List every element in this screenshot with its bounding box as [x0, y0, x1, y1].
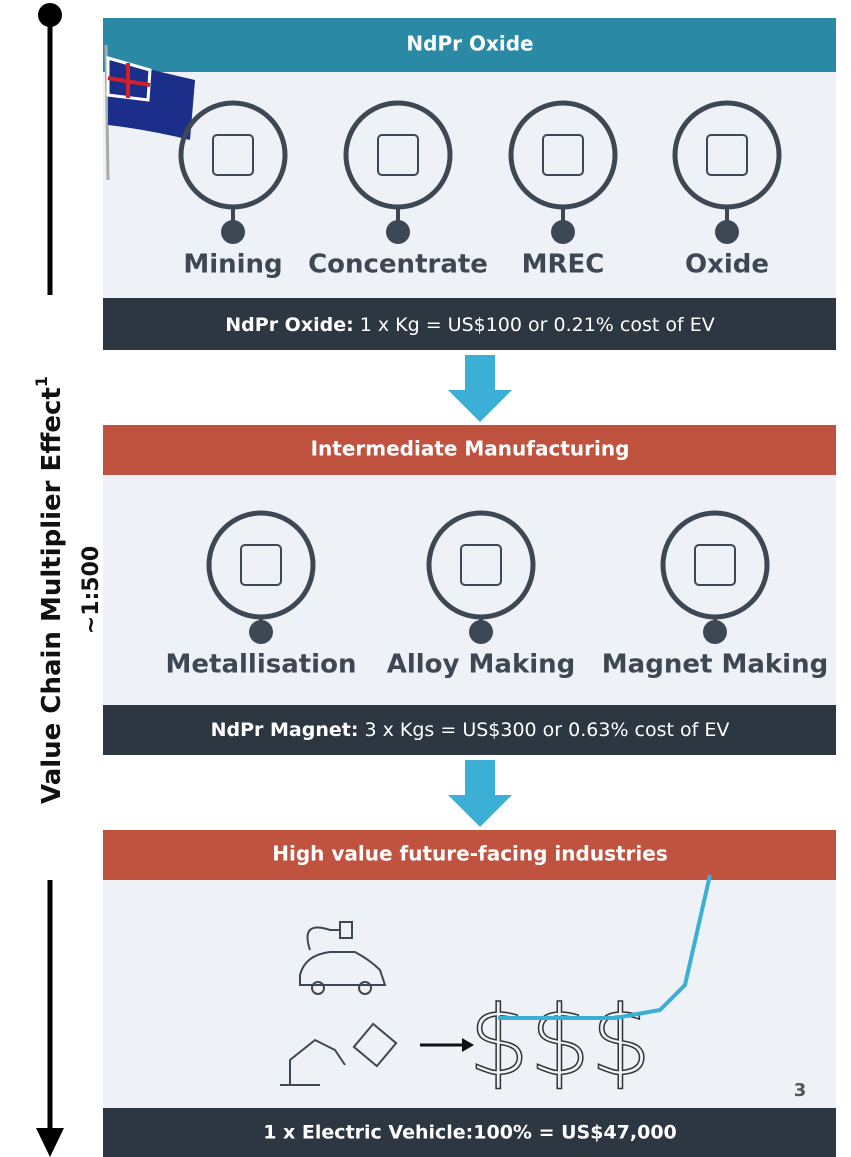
arrow-head	[462, 1038, 474, 1052]
footer-text: 1 x Electric Vehicle:100% = US$47,000	[263, 1122, 677, 1144]
flow-arrow	[448, 760, 512, 827]
step-dot	[469, 620, 493, 644]
step-icon	[706, 134, 748, 176]
header-text: NdPr Oxide	[406, 32, 533, 56]
footer-text: NdPr Oxide: 1 x Kg = US$100 or 0.21% cos…	[225, 314, 714, 336]
flow-arrow	[448, 355, 512, 422]
step-dot	[386, 220, 410, 244]
step-dot	[551, 220, 575, 244]
panel	[103, 880, 836, 1108]
growth-curve	[498, 874, 712, 1020]
section-footer	[103, 298, 836, 350]
step-icon	[377, 134, 419, 176]
step-label: Mining	[183, 250, 282, 280]
section-header	[103, 425, 836, 475]
step-label: Concentrate	[308, 250, 488, 280]
step-label: Metallisation	[166, 650, 357, 680]
step-dot	[715, 220, 739, 244]
step-icon	[212, 134, 254, 176]
step-dot	[703, 620, 727, 644]
step-label: MREC	[522, 250, 605, 280]
side-ratio: ~1:500	[79, 546, 104, 634]
step-icon	[240, 544, 282, 586]
step-label: Oxide	[685, 250, 769, 280]
step-icon	[460, 544, 502, 586]
arrow-head	[36, 1128, 64, 1157]
footer-text: NdPr Magnet: 3 x Kgs = US$300 or 0.63% c…	[211, 719, 730, 741]
step-dot	[221, 220, 245, 244]
page-number: 3	[794, 1080, 807, 1101]
header-text: High value future-facing industries	[272, 842, 667, 866]
panel	[103, 18, 836, 350]
section-header	[103, 830, 836, 880]
step-label: Alloy Making	[387, 650, 576, 680]
step-icon	[694, 544, 736, 586]
industry-icons	[280, 921, 398, 1086]
section-footer	[103, 1108, 836, 1157]
step-label: Magnet Making	[602, 650, 828, 680]
section-footer	[103, 705, 836, 755]
step-dot	[249, 620, 273, 644]
step-icon	[542, 134, 584, 176]
money-symbol: $$$	[468, 985, 651, 1097]
flag	[104, 44, 195, 181]
section-header	[103, 18, 836, 72]
side-label: Value Chain Multiplier Effect1	[32, 376, 67, 804]
header-text: Intermediate Manufacturing	[311, 437, 630, 461]
